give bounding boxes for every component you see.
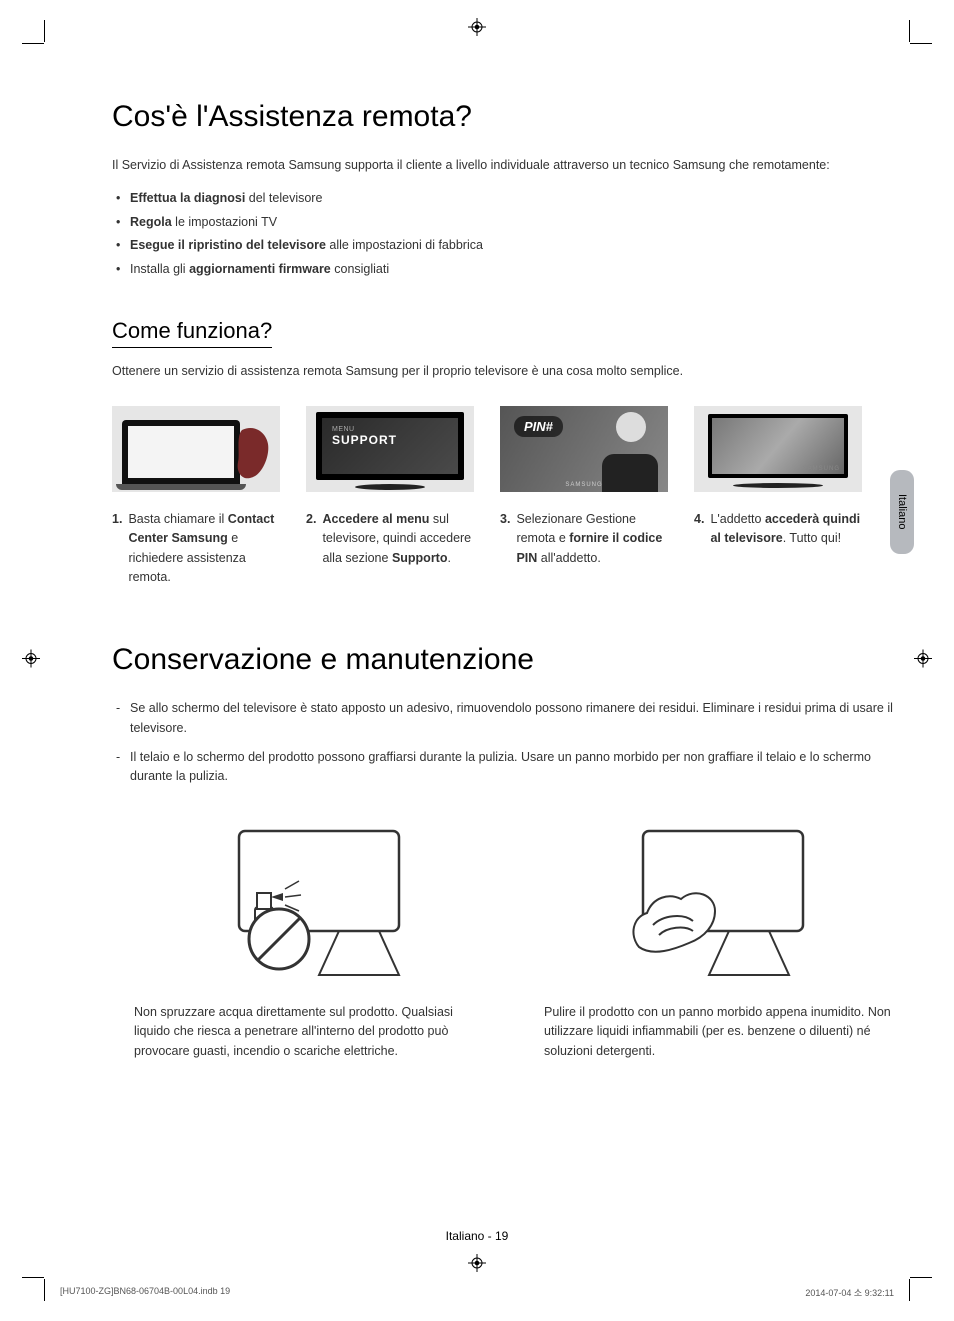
notes-list: Se allo schermo del televisore è stato a… bbox=[112, 699, 894, 787]
care-col-2: Pulire il prodotto con un panno morbido … bbox=[544, 817, 894, 1061]
subsection-intro: Ottenere un servizio di assistenza remot… bbox=[112, 364, 894, 378]
step-image-tv-icon: SAMSUNG bbox=[694, 406, 862, 492]
step-text: 2. Accedere al menu sul televisore, quin… bbox=[306, 510, 474, 568]
meta-timestamp: 2014-07-04 소 9:32:11 bbox=[805, 1286, 894, 1299]
subsection-title: Come funziona? bbox=[112, 318, 272, 348]
care-text: Non spruzzare acqua direttamente sul pro… bbox=[134, 1003, 484, 1061]
section-title: Cos'è l'Assistenza remota? bbox=[112, 100, 894, 134]
care-row: Non spruzzare acqua direttamente sul pro… bbox=[112, 817, 894, 1061]
feature-list: Effettua la diagnosi del televisore Rego… bbox=[112, 187, 894, 282]
step-image-menu-icon: MENU SUPPORT bbox=[306, 406, 474, 492]
page-content: Cos'è l'Assistenza remota? Il Servizio d… bbox=[0, 0, 954, 1321]
step-2: MENU SUPPORT 2. Accedere al menu sul tel… bbox=[306, 406, 474, 588]
intro-text: Il Servizio di Assistenza remota Samsung… bbox=[112, 156, 894, 175]
step-image-pin-icon: PIN# SAMSUNG bbox=[500, 406, 668, 492]
list-item: Regola le impostazioni TV bbox=[112, 211, 894, 235]
list-item: Il telaio e lo schermo del prodotto poss… bbox=[112, 748, 894, 787]
step-image-call-icon bbox=[112, 406, 280, 492]
print-meta-footer: [HU7100-ZG]BN68-06704B-00L04.indb 19 201… bbox=[60, 1286, 894, 1299]
list-item: Installa gli aggiornamenti firmware cons… bbox=[112, 258, 894, 282]
step-text: 4. L'addetto accederà quindi al televiso… bbox=[694, 510, 862, 549]
list-item: Effettua la diagnosi del televisore bbox=[112, 187, 894, 211]
section-title: Conservazione e manutenzione bbox=[112, 643, 894, 677]
list-item: Se allo schermo del televisore è stato a… bbox=[112, 699, 894, 738]
step-3: PIN# SAMSUNG 3. Selezionare Gestione rem… bbox=[500, 406, 668, 588]
steps-row: 1. Basta chiamare il Contact Center Sams… bbox=[112, 406, 894, 588]
step-1: 1. Basta chiamare il Contact Center Sams… bbox=[112, 406, 280, 588]
step-4: SAMSUNG 4. L'addetto accederà quindi al … bbox=[694, 406, 862, 588]
care-text: Pulire il prodotto con un panno morbido … bbox=[544, 1003, 894, 1061]
no-spray-icon bbox=[209, 817, 409, 977]
wipe-cloth-icon bbox=[619, 817, 819, 977]
step-text: 3. Selezionare Gestione remota e fornire… bbox=[500, 510, 668, 568]
meta-file: [HU7100-ZG]BN68-06704B-00L04.indb 19 bbox=[60, 1286, 230, 1299]
list-item: Esegue il ripristino del televisore alle… bbox=[112, 234, 894, 258]
step-text: 1. Basta chiamare il Contact Center Sams… bbox=[112, 510, 280, 588]
care-col-1: Non spruzzare acqua direttamente sul pro… bbox=[134, 817, 484, 1061]
page-number: Italiano - 19 bbox=[0, 1229, 954, 1243]
